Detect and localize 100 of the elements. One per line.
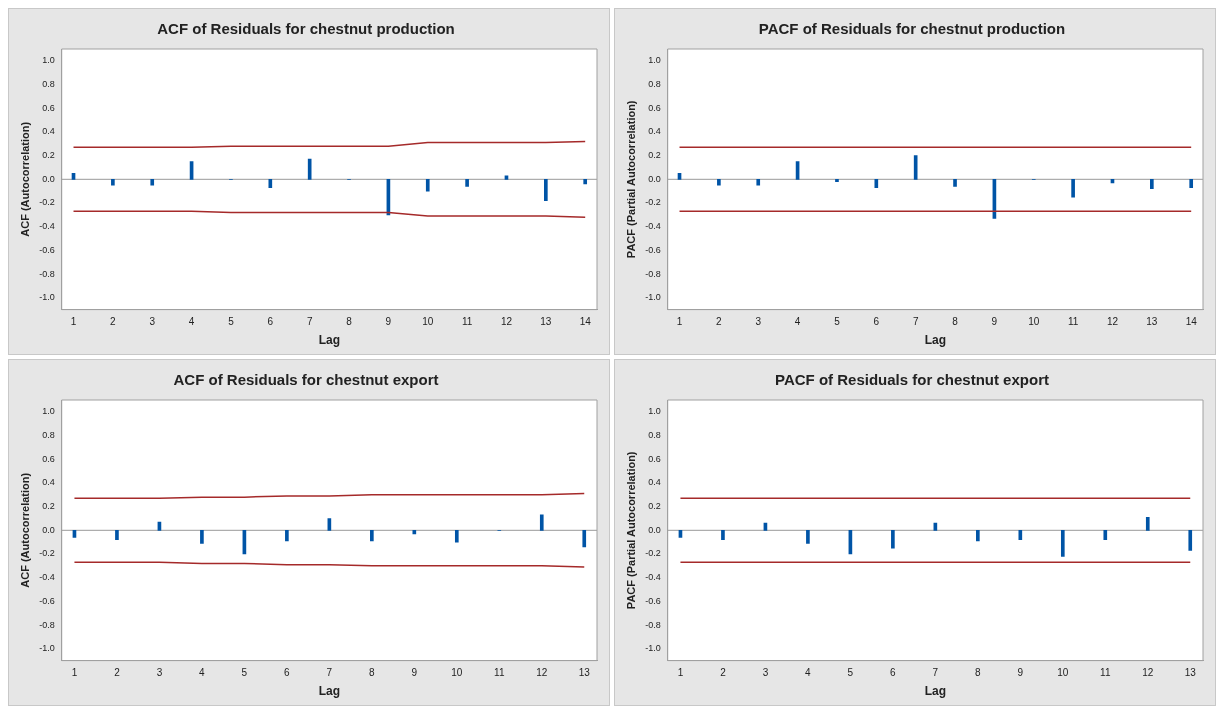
- x-tick-label: 8: [346, 316, 353, 328]
- y-tick-label: 0.6: [648, 102, 661, 113]
- bar: [1188, 529, 1193, 551]
- chart-title: ACF of Residuals for chestnut export: [173, 371, 439, 389]
- bar: [307, 158, 312, 180]
- x-tick-label: 1: [676, 316, 683, 328]
- y-tick-label: 0.8: [42, 430, 55, 441]
- y-axis-title: ACF (Autocorrelation): [18, 472, 31, 588]
- y-axis-title: PACF (Partial Autocorrelation): [624, 451, 637, 610]
- y-tick-label: -0.8: [645, 268, 661, 279]
- bar: [454, 529, 459, 543]
- y-tick-label: 0.0: [648, 173, 661, 184]
- x-tick-label: 5: [834, 316, 841, 328]
- y-tick-label: 0.4: [42, 126, 55, 137]
- x-axis-title: Lag: [318, 333, 341, 348]
- x-tick-label: 4: [794, 316, 801, 328]
- x-tick-label: 11: [461, 316, 473, 328]
- bar: [874, 178, 879, 188]
- x-tick-label: 9: [411, 667, 418, 679]
- y-tick-label: 0.2: [648, 150, 661, 161]
- x-tick-label: 2: [110, 316, 117, 328]
- bar: [976, 529, 980, 542]
- x-tick-label: 12: [1142, 667, 1154, 679]
- y-tick-label: -0.8: [645, 619, 661, 630]
- y-tick-label: -1.0: [645, 292, 661, 303]
- x-tick-label: 10: [1028, 316, 1040, 328]
- y-tick-label: -0.8: [39, 619, 55, 630]
- y-tick-label: -0.6: [645, 244, 661, 255]
- y-tick-label: 0.8: [648, 430, 661, 441]
- x-tick-label: 2: [720, 667, 727, 679]
- y-axis-title: PACF (Partial Autocorrelation): [624, 100, 637, 259]
- x-tick-label: 10: [1057, 667, 1069, 679]
- x-tick-label: 1: [70, 316, 77, 328]
- x-tick-label: 4: [199, 667, 206, 679]
- y-tick-label: 0.2: [42, 501, 55, 512]
- bar: [583, 178, 588, 185]
- x-tick-label: 14: [579, 316, 592, 328]
- bar: [285, 529, 289, 542]
- x-tick-label: 1: [677, 667, 684, 679]
- y-tick-label: 0.6: [42, 453, 55, 464]
- y-tick-label: -0.6: [645, 595, 661, 606]
- x-tick-label: 7: [326, 667, 333, 679]
- y-tick-label: -0.4: [645, 572, 661, 583]
- bar: [913, 155, 918, 180]
- bar: [953, 178, 957, 187]
- y-tick-label: -0.2: [39, 548, 55, 559]
- bar: [806, 529, 810, 544]
- bar: [268, 178, 273, 188]
- x-tick-label: 12: [536, 667, 548, 679]
- bar: [425, 178, 430, 192]
- bar: [539, 514, 544, 531]
- x-tick-label: 4: [188, 316, 195, 328]
- x-axis-title: Lag: [924, 684, 947, 699]
- x-tick-label: 3: [149, 316, 156, 328]
- x-tick-label: 10: [451, 667, 463, 679]
- x-tick-label: 8: [975, 667, 982, 679]
- x-tick-label: 2: [716, 316, 723, 328]
- y-tick-label: -1.0: [645, 643, 661, 654]
- x-axis-title: Lag: [318, 684, 341, 699]
- bar: [150, 178, 155, 186]
- bar: [1071, 178, 1075, 198]
- y-tick-label: -0.8: [39, 268, 55, 279]
- bar: [412, 529, 417, 535]
- x-tick-label: 12: [500, 316, 513, 328]
- y-tick-label: 0.4: [648, 126, 661, 137]
- y-tick-label: 0.8: [42, 79, 55, 90]
- bar: [465, 178, 469, 187]
- x-tick-label: 13: [578, 667, 591, 679]
- y-tick-label: 0.0: [42, 173, 55, 184]
- y-tick-label: -0.6: [39, 244, 55, 255]
- x-axis-title: Lag: [924, 333, 947, 348]
- x-tick-label: 8: [369, 667, 376, 679]
- x-tick-label: 3: [156, 667, 163, 679]
- x-tick-label: 5: [228, 316, 235, 328]
- y-tick-label: 1.0: [42, 406, 55, 417]
- bar: [756, 178, 761, 186]
- y-tick-label: 1.0: [648, 406, 661, 417]
- x-tick-label: 7: [932, 667, 939, 679]
- x-tick-label: 4: [805, 667, 812, 679]
- y-tick-label: -0.4: [39, 221, 55, 232]
- x-tick-label: 14: [1185, 316, 1198, 328]
- y-tick-label: 0.4: [42, 477, 55, 488]
- y-tick-label: -0.4: [39, 572, 55, 583]
- bar: [1103, 529, 1108, 541]
- bar: [1145, 516, 1150, 531]
- bar: [504, 175, 509, 180]
- y-tick-label: 0.6: [648, 453, 661, 464]
- bar: [717, 178, 721, 186]
- x-tick-label: 11: [494, 667, 505, 679]
- x-tick-label: 13: [1146, 316, 1158, 328]
- y-tick-label: -1.0: [39, 643, 55, 654]
- y-tick-label: 1.0: [42, 55, 55, 66]
- chart-title: PACF of Residuals for chestnut production: [758, 20, 1066, 38]
- bar: [1150, 178, 1154, 190]
- y-axis-title: ACF (Autocorrelation): [18, 121, 31, 237]
- x-tick-label: 3: [762, 667, 769, 679]
- x-tick-label: 7: [912, 316, 919, 328]
- y-tick-label: 0.4: [648, 477, 661, 488]
- y-tick-label: 0.2: [648, 501, 661, 512]
- y-tick-label: -0.2: [645, 548, 661, 559]
